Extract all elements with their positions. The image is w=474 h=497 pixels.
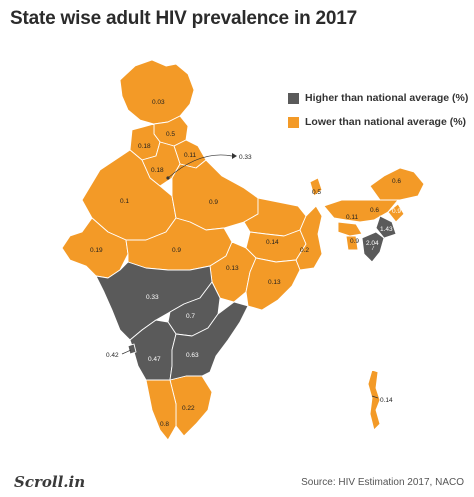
source-note: Source: HIV Estimation 2017, NACO (301, 477, 464, 488)
state-manipur (375, 215, 397, 239)
label-madhya-pradesh: 0.9 (172, 247, 181, 254)
legend-swatch-higher (288, 92, 299, 104)
delhi-callout-line (167, 154, 233, 179)
label-uttar-pradesh: 0.9 (209, 199, 218, 206)
label-sikkim: 0.5 (312, 189, 321, 196)
label-mizoram: 2.04 (366, 240, 379, 247)
lower-states (61, 59, 425, 441)
label-kerala: 0.8 (160, 421, 169, 428)
mizoram-callout-line (371, 245, 375, 251)
label-jharkhand: 0.2 (300, 247, 309, 254)
state-labels: 0.03 0.5 0.18 0.11 0.18 0.33 0.1 0.9 0.1… (90, 99, 401, 428)
label-uttarakhand: 0.11 (184, 152, 197, 159)
label-tripura: 0.9 (350, 238, 359, 245)
label-tamil-nadu: 0.22 (182, 405, 195, 412)
state-andaman-nicobar (367, 369, 381, 431)
label-maharashtra: 0.33 (146, 294, 159, 301)
label-meghalaya: 0.6 (370, 207, 379, 214)
label-delhi: 0.33 (239, 154, 252, 161)
label-haryana: 0.18 (151, 167, 164, 174)
state-jammu-kashmir (119, 59, 195, 125)
state-kerala (145, 379, 177, 441)
page-title: State wise adult HIV prevalence in 2017 (10, 8, 358, 29)
legend-label-lower: Lower than national average (%) (305, 116, 467, 128)
state-andhra-pradesh (169, 301, 249, 381)
state-uttar-pradesh (171, 159, 259, 231)
state-odisha (245, 257, 301, 311)
andaman-callout-line (371, 395, 379, 399)
label-arunachal-pradesh: 0.6 (392, 178, 401, 185)
delhi-callout-arrow (232, 153, 237, 159)
state-tripura (345, 235, 359, 251)
state-meghalaya (337, 221, 363, 237)
label-telangana: 0.7 (186, 313, 195, 320)
label-andhra-pradesh: 0.63 (186, 352, 199, 359)
label-karnataka: 0.47 (148, 356, 161, 363)
higher-states (95, 215, 397, 381)
label-gujarat: 0.19 (90, 247, 103, 254)
scroll-logo[interactable]: Scroll.in (14, 473, 86, 491)
label-chhattisgarh: 0.13 (226, 265, 239, 272)
state-sikkim (309, 177, 323, 197)
label-andaman-nicobar: 0.14 (380, 397, 393, 404)
label-himachal-pradesh: 0.5 (166, 131, 175, 138)
label-rajasthan: 0.1 (120, 198, 129, 205)
label-bihar: 0.14 (266, 239, 279, 246)
state-west-bengal (295, 205, 323, 271)
state-nagaland (387, 203, 405, 223)
label-jammu-kashmir: 0.03 (152, 99, 165, 106)
legend-item-lower: Lower than national average (%) (288, 116, 468, 128)
legend-label-higher: Higher than national average (%) (305, 92, 469, 104)
legend-item-higher: Higher than national average (%) (288, 92, 468, 104)
goa-callout-line (121, 349, 132, 355)
label-punjab: 0.18 (138, 143, 151, 150)
legend-swatch-lower (288, 116, 299, 128)
state-goa (127, 343, 137, 355)
label-assam: 0.11 (346, 214, 359, 221)
label-manipur: 1.43 (380, 226, 393, 233)
legend: Higher than national average (%) Lower t… (288, 92, 468, 140)
label-goa: 0.42 (106, 352, 119, 359)
label-odisha: 0.13 (268, 279, 281, 286)
state-assam (323, 199, 399, 223)
label-nagaland: 0.9 (392, 208, 401, 215)
state-mizoram (361, 231, 385, 263)
